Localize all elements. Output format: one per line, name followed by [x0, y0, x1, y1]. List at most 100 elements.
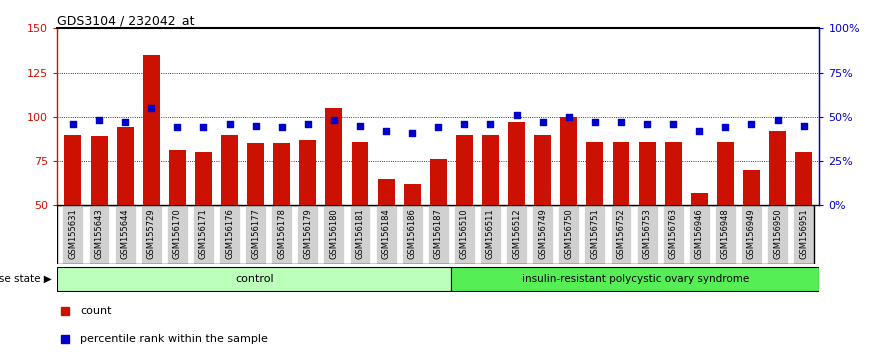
Text: GSM156181: GSM156181	[356, 208, 365, 259]
FancyBboxPatch shape	[350, 205, 370, 264]
Text: GSM156946: GSM156946	[695, 208, 704, 259]
Text: percentile rank within the sample: percentile rank within the sample	[80, 334, 268, 344]
Bar	[534, 135, 552, 205]
FancyBboxPatch shape	[454, 205, 475, 264]
Point	[275, 125, 289, 130]
Point	[536, 119, 550, 125]
Text: GSM156751: GSM156751	[590, 208, 599, 259]
Bar	[143, 55, 159, 205]
Text: count: count	[80, 306, 112, 316]
Text: GSM156512: GSM156512	[512, 208, 521, 259]
FancyBboxPatch shape	[428, 205, 448, 264]
FancyBboxPatch shape	[741, 205, 762, 264]
FancyBboxPatch shape	[584, 205, 605, 264]
FancyBboxPatch shape	[298, 205, 318, 264]
FancyBboxPatch shape	[375, 205, 396, 264]
Point	[484, 121, 498, 127]
Point	[692, 128, 707, 134]
FancyBboxPatch shape	[793, 205, 814, 264]
Point	[405, 130, 419, 136]
Bar	[743, 170, 760, 205]
Text: GDS3104 / 232042_at: GDS3104 / 232042_at	[57, 14, 195, 27]
Bar	[195, 152, 212, 205]
Point	[771, 118, 785, 123]
FancyBboxPatch shape	[141, 205, 161, 264]
Point	[353, 123, 367, 129]
Bar	[273, 143, 290, 205]
Point	[248, 123, 263, 129]
Text: GSM156949: GSM156949	[747, 208, 756, 259]
FancyBboxPatch shape	[219, 205, 240, 264]
Bar	[169, 150, 186, 205]
FancyBboxPatch shape	[57, 267, 451, 291]
Bar	[430, 159, 447, 205]
Text: GSM156510: GSM156510	[460, 208, 469, 259]
Point	[718, 125, 732, 130]
Bar	[352, 142, 368, 205]
Text: GSM155643: GSM155643	[94, 208, 104, 259]
FancyBboxPatch shape	[323, 205, 344, 264]
Bar	[300, 140, 316, 205]
Point	[196, 125, 211, 130]
Text: GSM156749: GSM156749	[538, 208, 547, 259]
FancyBboxPatch shape	[402, 205, 423, 264]
Bar	[508, 122, 525, 205]
Point	[144, 105, 159, 111]
Bar	[221, 135, 238, 205]
FancyBboxPatch shape	[271, 205, 292, 264]
Text: GSM156752: GSM156752	[617, 208, 626, 259]
Bar	[91, 136, 107, 205]
FancyBboxPatch shape	[715, 205, 736, 264]
FancyBboxPatch shape	[89, 205, 109, 264]
Point	[170, 125, 184, 130]
Bar	[664, 142, 682, 205]
Text: GSM155644: GSM155644	[121, 208, 130, 259]
Point	[431, 125, 445, 130]
Text: GSM156170: GSM156170	[173, 208, 181, 259]
Text: GSM156177: GSM156177	[251, 208, 260, 259]
Bar	[769, 131, 786, 205]
Point	[327, 118, 341, 123]
Text: insulin-resistant polycystic ovary syndrome: insulin-resistant polycystic ovary syndr…	[522, 274, 749, 284]
Text: GSM156948: GSM156948	[721, 208, 729, 259]
Point	[588, 119, 602, 125]
Bar	[248, 143, 264, 205]
Text: GSM156179: GSM156179	[303, 208, 312, 259]
Text: GSM156753: GSM156753	[642, 208, 652, 259]
Point	[300, 121, 315, 127]
Text: GSM156178: GSM156178	[278, 208, 286, 259]
Bar	[639, 142, 655, 205]
Bar	[796, 152, 812, 205]
Point	[223, 121, 237, 127]
FancyBboxPatch shape	[115, 205, 136, 264]
FancyBboxPatch shape	[663, 205, 684, 264]
Text: GSM156171: GSM156171	[199, 208, 208, 259]
Text: control: control	[235, 274, 274, 284]
Bar	[717, 142, 734, 205]
Point	[796, 123, 811, 129]
FancyBboxPatch shape	[559, 205, 579, 264]
Text: GSM156184: GSM156184	[381, 208, 390, 259]
Text: GSM155631: GSM155631	[69, 208, 78, 259]
Bar	[378, 179, 395, 205]
Text: GSM156763: GSM156763	[669, 208, 677, 259]
Bar	[691, 193, 707, 205]
FancyBboxPatch shape	[507, 205, 527, 264]
Bar	[403, 184, 421, 205]
Text: GSM156951: GSM156951	[799, 208, 808, 259]
Point	[666, 121, 680, 127]
FancyBboxPatch shape	[245, 205, 266, 264]
FancyBboxPatch shape	[480, 205, 501, 264]
FancyBboxPatch shape	[63, 205, 84, 264]
FancyBboxPatch shape	[193, 205, 214, 264]
Bar	[455, 135, 473, 205]
Text: GSM155729: GSM155729	[147, 208, 156, 259]
Bar	[325, 108, 343, 205]
Text: GSM156950: GSM156950	[773, 208, 782, 259]
Point	[457, 121, 471, 127]
Bar	[587, 142, 603, 205]
FancyBboxPatch shape	[532, 205, 553, 264]
Bar	[116, 127, 134, 205]
Point	[66, 121, 80, 127]
FancyBboxPatch shape	[689, 205, 710, 264]
